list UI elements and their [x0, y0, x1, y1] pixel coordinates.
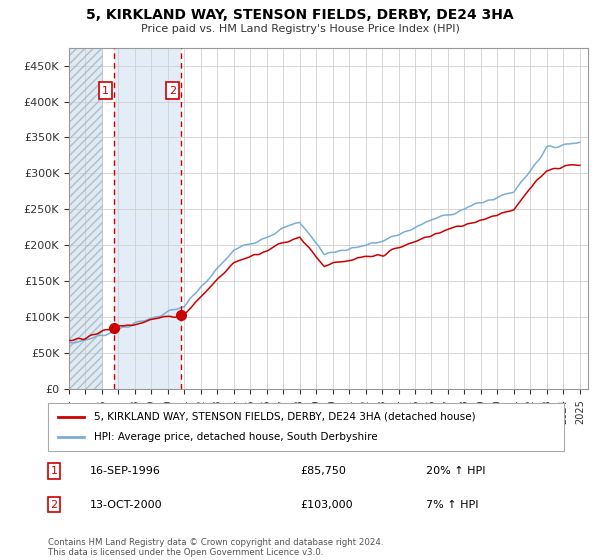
Text: 5, KIRKLAND WAY, STENSON FIELDS, DERBY, DE24 3HA (detached house): 5, KIRKLAND WAY, STENSON FIELDS, DERBY, …: [94, 412, 476, 422]
Text: Price paid vs. HM Land Registry's House Price Index (HPI): Price paid vs. HM Land Registry's House …: [140, 24, 460, 34]
Text: 16-SEP-1996: 16-SEP-1996: [90, 466, 161, 476]
Text: HPI: Average price, detached house, South Derbyshire: HPI: Average price, detached house, Sout…: [94, 432, 378, 442]
Text: 1: 1: [102, 86, 109, 96]
Text: Contains HM Land Registry data © Crown copyright and database right 2024.
This d: Contains HM Land Registry data © Crown c…: [48, 538, 383, 557]
Text: 2: 2: [50, 500, 58, 510]
Bar: [113, 48, 181, 389]
Bar: [69, 48, 102, 389]
Text: £85,750: £85,750: [300, 466, 346, 476]
FancyBboxPatch shape: [48, 403, 564, 451]
Text: 7% ↑ HPI: 7% ↑ HPI: [426, 500, 479, 510]
Bar: [69, 48, 102, 389]
Text: 5, KIRKLAND WAY, STENSON FIELDS, DERBY, DE24 3HA: 5, KIRKLAND WAY, STENSON FIELDS, DERBY, …: [86, 8, 514, 22]
Text: 13-OCT-2000: 13-OCT-2000: [90, 500, 163, 510]
Text: 1: 1: [50, 466, 58, 476]
Text: 2: 2: [169, 86, 176, 96]
Text: 20% ↑ HPI: 20% ↑ HPI: [426, 466, 485, 476]
Text: £103,000: £103,000: [300, 500, 353, 510]
